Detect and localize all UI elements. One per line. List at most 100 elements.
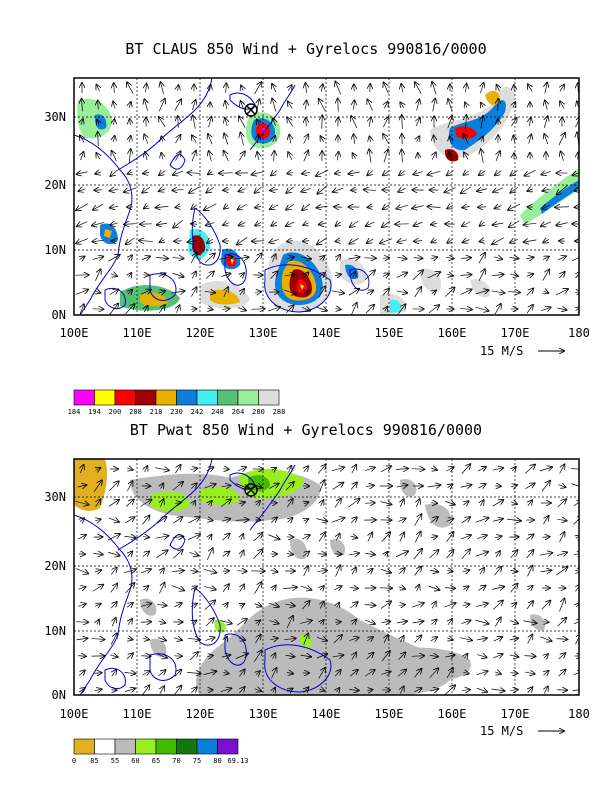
wind-vector-arrow bbox=[385, 552, 388, 556]
wind-vector-arrow bbox=[508, 203, 521, 210]
colorbar-label: 75 bbox=[193, 757, 201, 765]
wind-vector-arrow bbox=[128, 551, 133, 556]
wind-vector-arrow bbox=[556, 639, 568, 640]
wind-vector-arrow bbox=[544, 134, 547, 145]
wind-vector-arrow bbox=[272, 468, 276, 471]
wind-vector-arrow bbox=[253, 533, 263, 542]
wind-vector-arrow bbox=[208, 134, 212, 145]
wind-vector-arrow bbox=[269, 239, 279, 242]
wind-vector-arrow bbox=[333, 635, 342, 644]
wind-vector-arrow bbox=[459, 638, 472, 641]
wind-vector-arrow bbox=[575, 117, 579, 128]
wind-vector-arrow bbox=[203, 671, 217, 675]
lat-label: 20N bbox=[44, 559, 66, 573]
wind-vector-arrow bbox=[75, 568, 88, 573]
wind-vector-arrow bbox=[380, 238, 393, 244]
wind-vector-arrow bbox=[575, 634, 579, 645]
wind-vector-arrow bbox=[155, 536, 169, 538]
wind-vector-arrow bbox=[524, 223, 537, 225]
wind-vector-arrow bbox=[446, 274, 453, 276]
wind-vector-arrow bbox=[446, 668, 453, 679]
wind-vector-arrow bbox=[412, 206, 424, 209]
wind-vector-arrow bbox=[235, 520, 248, 521]
wind-vector-arrow bbox=[173, 171, 184, 175]
wind-vector-arrow bbox=[544, 654, 548, 658]
wind-vector-arrow bbox=[190, 468, 198, 470]
wind-vector-arrow bbox=[476, 603, 488, 606]
pwat-lat-labels: 30N 20N 10N 0N bbox=[44, 490, 66, 702]
wind-vector-arrow bbox=[528, 84, 532, 92]
wind-vector-arrow bbox=[397, 240, 407, 242]
wind-vector-arrow bbox=[510, 690, 518, 691]
wind-vector-arrow bbox=[304, 134, 309, 144]
wind-vector-arrow bbox=[270, 205, 279, 209]
wind-vector-arrow bbox=[193, 501, 196, 505]
wind-vector-arrow bbox=[402, 150, 403, 163]
wind-vector-arrow bbox=[545, 100, 547, 110]
colorbar-label: 208 bbox=[129, 408, 142, 416]
wind-vector-arrow bbox=[191, 205, 196, 209]
wind-vector-arrow bbox=[335, 172, 342, 173]
wind-vector-arrow bbox=[125, 517, 135, 524]
wind-vector-arrow bbox=[114, 83, 115, 93]
wind-vector-arrow bbox=[557, 519, 566, 520]
wind-vector-arrow bbox=[140, 290, 151, 295]
wind-vector-arrow bbox=[529, 134, 532, 144]
wind-vector-arrow bbox=[432, 290, 436, 293]
wind-vector-arrow bbox=[369, 149, 371, 163]
wind-vector-arrow bbox=[320, 689, 325, 691]
wind-vector-arrow bbox=[321, 500, 324, 507]
wind-vector-arrow bbox=[463, 672, 468, 673]
wind-vector-arrow bbox=[398, 652, 406, 660]
wind-vector-arrow bbox=[188, 517, 199, 524]
wind-vector-arrow bbox=[78, 670, 85, 676]
wind-vector-arrow bbox=[97, 120, 99, 125]
wind-vector-arrow bbox=[156, 206, 169, 207]
wind-vector-arrow bbox=[417, 585, 420, 592]
wind-vector-arrow bbox=[317, 185, 327, 194]
wind-vector-arrow bbox=[480, 83, 483, 94]
wind-vector-arrow bbox=[175, 465, 180, 474]
wind-vector-arrow bbox=[320, 601, 324, 609]
wind-vector-arrow bbox=[509, 274, 518, 276]
wind-vector-arrow bbox=[92, 222, 105, 225]
wind-vector-arrow bbox=[256, 620, 261, 623]
wind-vector-arrow bbox=[288, 85, 291, 92]
wind-vector-arrow bbox=[395, 551, 408, 558]
colorbar-swatch bbox=[155, 738, 177, 755]
wind-vector-arrow bbox=[320, 256, 325, 260]
wind-vector-arrow bbox=[129, 136, 130, 143]
wind-vector-arrow bbox=[462, 690, 470, 691]
wind-vector-arrow bbox=[348, 553, 359, 555]
colorbar-swatch bbox=[176, 738, 198, 755]
wind-vector-arrow bbox=[540, 636, 551, 641]
wind-vector-arrow bbox=[461, 186, 472, 194]
wind-vector-arrow bbox=[447, 116, 452, 129]
wind-vector-arrow bbox=[174, 670, 181, 677]
wind-vector-arrow bbox=[366, 637, 373, 641]
wind-vector-arrow bbox=[95, 172, 101, 174]
wind-vector-arrow bbox=[510, 485, 517, 487]
colorbar-label: 80 bbox=[213, 757, 221, 765]
wind-vector-arrow bbox=[190, 571, 197, 572]
wind-vector-arrow bbox=[366, 222, 375, 226]
lon-label: 130E bbox=[249, 707, 278, 721]
wind-vector-arrow bbox=[108, 481, 119, 491]
lon-label: 160E bbox=[438, 707, 467, 721]
wind-vector-arrow bbox=[239, 116, 246, 128]
wind-vector-arrow bbox=[237, 308, 246, 311]
lon-label: 170E bbox=[501, 707, 530, 721]
wind-vector-arrow bbox=[96, 499, 101, 507]
wind-vector-arrow bbox=[526, 305, 533, 314]
wind-vector-arrow bbox=[171, 585, 184, 591]
wind-vector-arrow bbox=[475, 518, 488, 523]
wind-vector-arrow bbox=[432, 602, 436, 609]
wind-vector-arrow bbox=[559, 532, 565, 543]
wind-vector-arrow bbox=[287, 118, 294, 127]
wind-vector-arrow bbox=[541, 307, 550, 310]
wind-vector-arrow bbox=[414, 636, 422, 643]
wind-vector-arrow bbox=[365, 305, 374, 314]
wind-vector-arrow bbox=[431, 240, 436, 243]
lon-label: 180 bbox=[568, 326, 590, 340]
wind-vector-arrow bbox=[494, 304, 501, 315]
